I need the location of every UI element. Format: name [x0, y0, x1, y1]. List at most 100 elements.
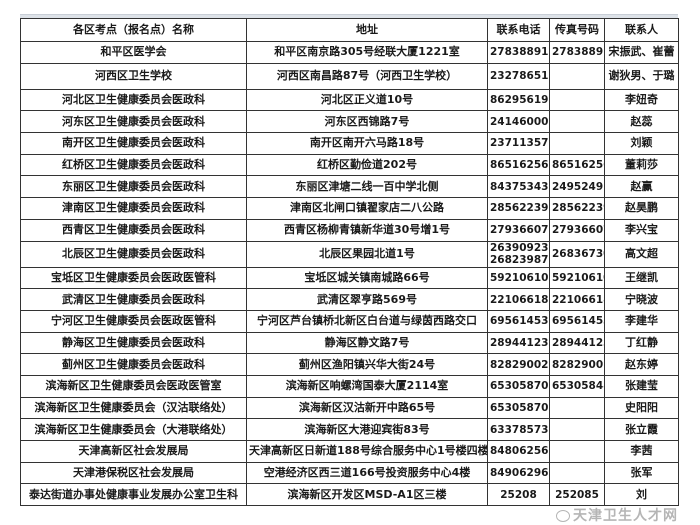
table-row: 津南区卫生健康委员会医政科 津南区北闸口镇翟家店二八公路 28562239 28562… [20, 197, 679, 220]
cell-phone: 28562239 [487, 197, 550, 220]
header-fax: 传真号码 [549, 18, 605, 42]
cell-address: 静海区静文路7号 [246, 331, 488, 355]
exam-sites-table: 各区考点（报名点）名称 地址 联系电话 传真号码 联系人 和平区医学会 和平区南京… [20, 18, 679, 507]
table-row: 河西区卫生学校 河西区南昌路87号（河西卫生学校） 23278651 谢狄男、于璐 [20, 62, 679, 90]
cell-contact: 丁红静 [604, 331, 679, 355]
cell-phone: 26390923 26823987 [487, 240, 550, 268]
cell-phone: 84906296 [487, 461, 550, 485]
table-row: 河北区卫生健康委员会医政科 河北区正义道10号 86295619 李妞奇 [20, 88, 679, 112]
cell-address: 北辰区果园北道1号 [246, 240, 488, 268]
cell-contact: 赵昊鹏 [604, 197, 679, 220]
table-row: 武清区卫生健康委员会医政科武清区翠亨路569号2210661822106618宁… [20, 288, 679, 311]
cell-address: 滨海新区大港迎宾街83号 [246, 418, 488, 441]
cell-fax [549, 440, 605, 463]
cell-contact: 赵赢 [604, 175, 679, 199]
cell-phone: 22106618 [487, 288, 550, 311]
table-row: 天津高新区社会发展局 天津高新区日新道188号综合服务中心1号楼四楼 8480625… [20, 440, 679, 463]
cell-contact: 李妞奇 [604, 88, 679, 112]
table-row: 东丽区卫生健康委员会医政科 东丽区津塘二线一百中学北侧 84375343 249524… [20, 175, 679, 199]
cell-name: 和平区医学会 [20, 41, 247, 64]
cell-contact: 宋振武、崔蕾 [604, 41, 679, 64]
header-name: 各区考点（报名点）名称 [20, 18, 247, 42]
cell-name: 泰达街道办事处健康事业发展办公室卫生科 [20, 483, 247, 507]
cell-name: 天津高新区社会发展局 [20, 440, 247, 463]
cell-contact: 史阳阳 [604, 396, 679, 420]
cell-name: 东丽区卫生健康委员会医政科 [20, 175, 247, 199]
wechat-icon [556, 510, 570, 522]
table-row: 泰达街道办事处健康事业发展办公室卫生科 滨海新区开发区MSD-A1区三楼 25208… [20, 483, 679, 507]
table-row: 静海区卫生健康委员会医政科静海区静文路7号2894412328944123丁红静 [20, 331, 679, 355]
cell-name: 河西区卫生学校 [20, 62, 247, 90]
cell-fax [549, 110, 605, 134]
cell-address: 空港经济区西三道166号投资服务中心4楼 [246, 461, 488, 485]
cell-phone: 25208 [487, 483, 550, 507]
cell-phone: 23278651 [487, 62, 550, 90]
cell-address: 河北区正义道10号 [246, 88, 488, 112]
cell-contact: 高文超 [604, 240, 679, 268]
cell-fax: 27838891 [549, 41, 605, 64]
cell-name: 红桥区卫生健康委员会医政科 [20, 153, 247, 177]
table-row: 滨海新区卫生健康委员会（大港联络处） 滨海新区大港迎宾街83号 63378573 张立… [20, 418, 679, 441]
cell-phone: 84806256 [487, 440, 550, 463]
table-row: 宝坻区卫生健康委员会医政医管科 宝坻区城关镇南城路66号 59210610 59210… [20, 266, 679, 290]
cell-fax [549, 62, 605, 90]
cell-phone: 65305870 [487, 374, 550, 398]
cell-fax [549, 132, 605, 155]
cell-phone: 63378573 [487, 418, 550, 441]
header-phone: 联系电话 [487, 18, 550, 42]
cell-contact: 谢狄男、于璐 [604, 62, 679, 90]
cell-contact: 刘颖 [604, 132, 679, 155]
cell-fax: 28562239 [549, 197, 605, 220]
table-row: 和平区医学会 和平区南京路305号经联大厦1221室 27838891 2783889… [20, 41, 679, 64]
cell-address: 武清区翠亨路569号 [246, 288, 488, 311]
cell-address: 南开区南开六马路18号 [246, 132, 488, 155]
cell-name: 南开区卫生健康委员会医政科 [20, 132, 247, 155]
table-row: 河东区卫生健康委员会医政科 河东区西锦路7号 24146000 赵蕊 [20, 110, 679, 134]
cell-name: 滨海新区卫生健康委员会（汉沽联络处） [20, 396, 247, 420]
cell-name: 津南区卫生健康委员会医政科 [20, 197, 247, 220]
cell-fax: 82829001 [549, 353, 605, 376]
cell-contact: 王继凯 [604, 266, 679, 290]
table-header-row: 各区考点（报名点）名称 地址 联系电话 传真号码 联系人 [20, 18, 679, 42]
cell-phone: 28944123 [487, 331, 550, 355]
cell-fax: 28944123 [549, 331, 605, 355]
cell-phone: 69561453 [487, 309, 550, 333]
cell-name: 河东区卫生健康委员会医政科 [20, 110, 247, 134]
cell-fax [549, 396, 605, 420]
cell-phone: 82829002 [487, 353, 550, 376]
cell-address: 东丽区津塘二线一百中学北侧 [246, 175, 488, 199]
cell-fax: 59210610 [549, 266, 605, 290]
watermark: 天津卫生人才网 [556, 508, 678, 525]
cell-name: 宝坻区卫生健康委员会医政医管科 [20, 266, 247, 290]
table-row: 蓟州区卫生健康委员会医政科 蓟州区渔阳镇兴华大街24号 82829002 828290… [20, 353, 679, 376]
table-row: 天津港保税区社会发展局 空港经济区西三道166号投资服务中心4楼 84906296 张… [20, 461, 679, 485]
cell-phone: 65305870 [487, 396, 550, 420]
cell-name: 滨海新区卫生健康委员会医政医管室 [20, 374, 247, 398]
table-row: 红桥区卫生健康委员会医政科红桥区勤俭道202号8651625686516256董… [20, 153, 679, 177]
cell-phone: 84375343 [487, 175, 550, 199]
cell-name: 静海区卫生健康委员会医政科 [20, 331, 247, 355]
cell-address: 滨海新区汉沽新开中路65号 [246, 396, 488, 420]
cell-address: 宁河区芦台镇桥北新区白台道与绿茵西路交口 [246, 309, 488, 333]
cell-contact: 赵蕊 [604, 110, 679, 134]
cell-name: 蓟州区卫生健康委员会医政科 [20, 353, 247, 376]
cell-contact: 宁晓波 [604, 288, 679, 311]
cell-name: 滨海新区卫生健康委员会（大港联络处） [20, 418, 247, 441]
cell-address: 红桥区勤俭道202号 [246, 153, 488, 177]
cell-name: 宁河区卫生健康委员会医政医管科 [20, 309, 247, 333]
cell-fax: 24952491 [549, 175, 605, 199]
table-row: 南开区卫生健康委员会医政科 南开区南开六马路18号 23711357 刘颖 [20, 132, 679, 155]
cell-name: 河北区卫生健康委员会医政科 [20, 88, 247, 112]
cell-address: 河西区南昌路87号（河西卫生学校） [246, 62, 488, 90]
cell-fax: 86516256 [549, 153, 605, 177]
cell-name: 武清区卫生健康委员会医政科 [20, 288, 247, 311]
table-body: 和平区医学会 和平区南京路305号经联大厦1221室 27838891 2783889… [20, 41, 679, 507]
phone-line-1: 26390923 [490, 242, 549, 254]
cell-contact: 张立霞 [604, 418, 679, 441]
cell-phone: 86516256 [487, 153, 550, 177]
table-row: 西青区卫生健康委员会医政科 西青区杨柳青镇新华道30号增1号 27936607 279… [20, 218, 679, 242]
cell-contact: 李兴宝 [604, 218, 679, 242]
cell-contact: 李茜 [604, 440, 679, 463]
cell-address: 西青区杨柳青镇新华道30号增1号 [246, 218, 488, 242]
cell-contact: 刘 [604, 483, 679, 507]
